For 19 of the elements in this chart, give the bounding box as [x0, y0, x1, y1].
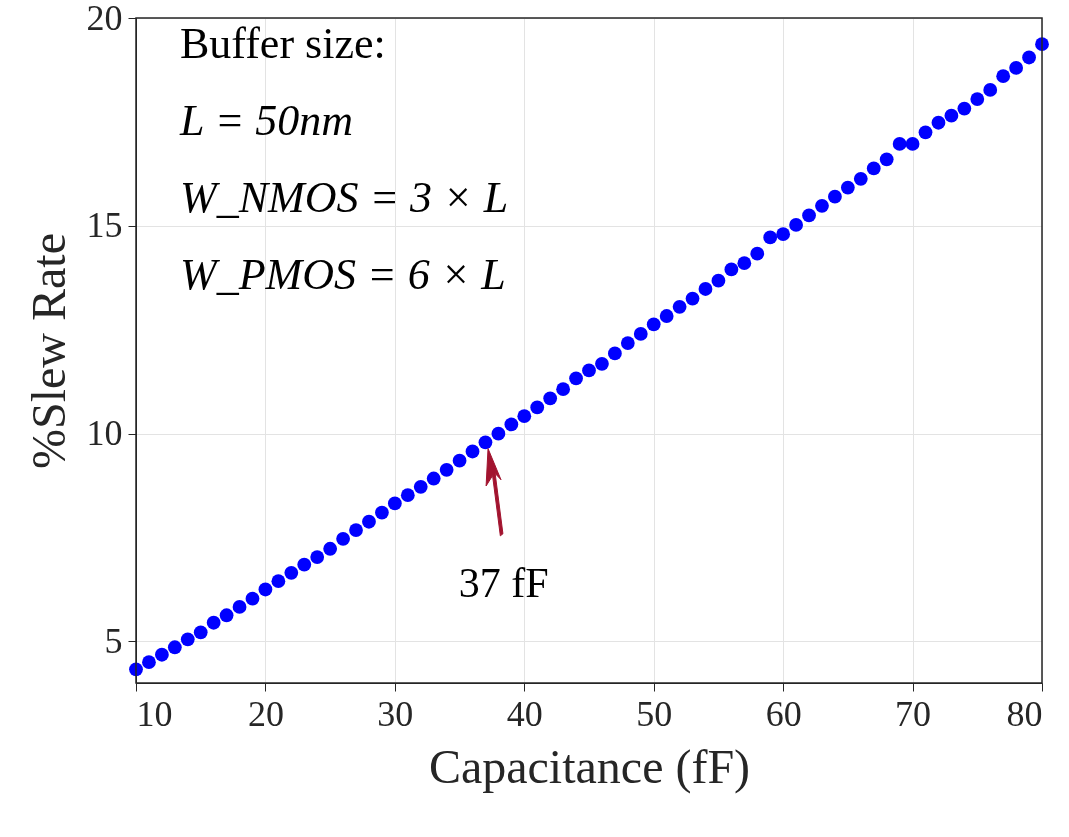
x-tick-label: 60 — [765, 693, 802, 734]
y-axis-title: %Slew Rate — [21, 233, 75, 469]
x-tick-label: 50 — [636, 693, 673, 734]
y-tick-label: 10 — [86, 413, 123, 454]
annotation: L = 50nm — [179, 96, 354, 145]
annotation: 37 fF — [458, 559, 549, 606]
annotation: W_NMOS = 3 × L — [180, 173, 509, 222]
annotation: Buffer size: — [180, 19, 386, 68]
x-tick-label: 20 — [247, 693, 284, 734]
y-tick-label: 5 — [104, 620, 123, 661]
x-axis-title: Capacitance (fF) — [428, 739, 751, 794]
y-tick-label: 15 — [86, 205, 123, 246]
y-tick-label: 20 — [86, 0, 123, 38]
x-tick-label: 30 — [377, 693, 414, 734]
annotation: W_PMOS = 6 × L — [180, 250, 506, 299]
x-tick-label: 80 — [1006, 693, 1043, 734]
x-tick-label: 40 — [506, 693, 543, 734]
x-tick-label: 70 — [895, 693, 932, 734]
x-tick-label: 10 — [136, 693, 173, 734]
